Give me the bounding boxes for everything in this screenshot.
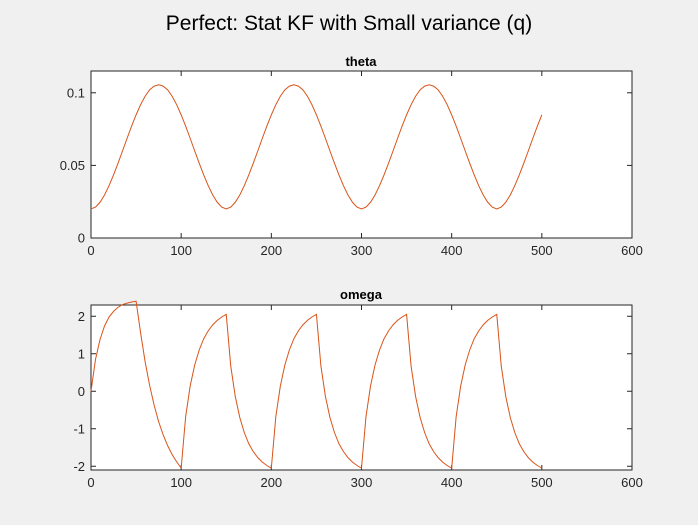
theta-ytick-label: 0: [78, 231, 85, 246]
omega-xtick-label: 0: [87, 475, 94, 490]
omega-ytick-label: 0: [78, 384, 85, 399]
theta-xtick-label: 300: [351, 243, 373, 258]
omega-ytick-label: -2: [73, 459, 85, 474]
figure-suptitle: Perfect: Stat KF with Small variance (q): [166, 12, 532, 35]
theta-xtick-label: 500: [531, 243, 553, 258]
omega-series-line: [90, 300, 543, 470]
omega-ytick-label: 2: [78, 309, 85, 324]
theta-series: [90, 84, 543, 210]
theta-ytick-label: 0.05: [60, 158, 85, 173]
omega-ytick-label: -1: [73, 421, 85, 436]
theta-xtick-label: 400: [441, 243, 463, 258]
omega-plot-area: [90, 304, 633, 471]
omega-ticks: 0 100 200 300 400 500 600 -2 -1 0 1 2: [73, 305, 643, 490]
omega-axes-title: omega: [340, 287, 383, 302]
theta-plot-area: [90, 70, 633, 239]
theta-xtick-label: 0: [87, 243, 94, 258]
omega-xtick-label: 100: [170, 475, 192, 490]
omega-series: [90, 300, 543, 470]
omega-xtick-label: 400: [441, 475, 463, 490]
omega-ytick-label: 1: [78, 346, 85, 361]
omega-xtick-label: 300: [351, 475, 373, 490]
omega-xtick-label: 500: [531, 475, 553, 490]
theta-ytick-label: 0.1: [67, 85, 85, 100]
theta-ticks: 0 100 200 300 400 500 600 0 0.05 0.1: [60, 71, 643, 258]
theta-axes: theta 0 100 200 300 400 500 600 0 0.05 0.1: [60, 54, 643, 258]
theta-series-line: [90, 84, 543, 210]
omega-axes: omega 0 100 200 300 400 500 600 -2 -1 0 1 2: [73, 287, 642, 490]
theta-xtick-label: 600: [621, 243, 643, 258]
theta-axes-title: theta: [345, 54, 377, 69]
theta-xtick-label: 100: [170, 243, 192, 258]
omega-xtick-label: 600: [621, 475, 643, 490]
omega-xtick-label: 200: [260, 475, 282, 490]
theta-xtick-label: 200: [260, 243, 282, 258]
